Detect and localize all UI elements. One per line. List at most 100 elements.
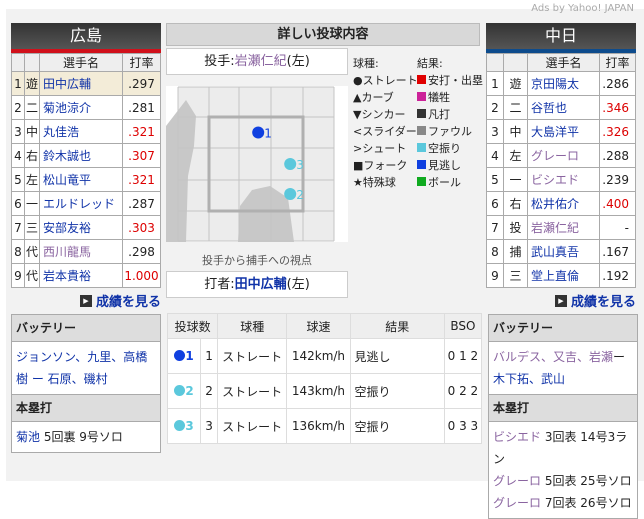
battery-header: バッテリー — [489, 315, 637, 342]
pitch-types-label: 球種: — [353, 57, 379, 70]
result-color-icon — [417, 160, 426, 169]
lineup-row: 7 三安部友裕 .303 — [11, 215, 161, 240]
strike-zone-chart: 1 2 3 — [166, 86, 348, 242]
player-name[interactable]: 武山真吾 — [527, 239, 600, 264]
lineup-row: 4 右鈴木誠也 .307 — [11, 143, 161, 168]
battery-list[interactable]: ジョンソン、九里、高橋樹 ー 石原、磯村 — [12, 342, 160, 395]
legend-pitch-type: ▲カーブ — [353, 89, 418, 106]
pitch-mark-number: 2 — [185, 384, 194, 398]
legend-result: 犠牲 — [417, 89, 483, 106]
lineup-row: 2 二谷哲也 .346 — [486, 95, 636, 120]
pitch-row: 3 3 ストレート 136km/h 空振り 0 3 3 — [166, 408, 483, 444]
lineup-row: 6 右松井佑介 .400 — [486, 191, 636, 216]
pitch-number: 3 — [296, 158, 304, 172]
player-name[interactable]: 岩瀬仁紀 — [527, 215, 600, 240]
hr-player[interactable]: ビシエド — [493, 430, 542, 444]
result-color-icon — [417, 177, 426, 186]
view-caption: 投手から捕手への視点 — [202, 254, 312, 267]
lineup-row: 3 中大島洋平 .326 — [486, 119, 636, 144]
legend-label: 空振り — [428, 142, 461, 155]
batting-average: .307 — [122, 143, 161, 168]
home-team-panel: 広島 選手名 打率 1 遊田中広輔 .297 2 二菊池涼介 .281 3 中丸佳浩 .321 4 右鈴… — [11, 23, 161, 310]
player-name[interactable]: エルドレッド — [39, 191, 123, 216]
pitch-row: 1 1 ストレート 142km/h 見逃し 0 1 2 — [166, 338, 483, 374]
col-avg: 打率 — [599, 53, 636, 72]
position: 投 — [503, 215, 528, 240]
player-name[interactable]: グレーロ — [527, 143, 600, 168]
pitch-symbol-icon: ▲ — [353, 91, 362, 104]
batting-order: 1 — [486, 71, 504, 96]
col-bso: BSO — [443, 313, 483, 339]
team-color-bar — [486, 49, 636, 53]
player-name[interactable]: 京田陽太 — [527, 71, 600, 96]
away-info-box: バッテリー バルデス、又吉、岩瀬ー 木下拓、武山 本塁打 ビシエド 3回表 14号… — [488, 314, 638, 519]
legend-result: ボール — [417, 174, 483, 191]
batting-order: 1 — [11, 71, 25, 96]
player-name[interactable]: 安部友裕 — [39, 215, 123, 240]
batter-name[interactable]: 田中広輔 — [234, 277, 287, 292]
lineup-row: 9 代岩本貴裕 1.000 — [11, 263, 161, 288]
batting-order: 3 — [486, 119, 504, 144]
result-color-icon — [417, 126, 426, 135]
lineup-row: 4 左グレーロ .288 — [486, 143, 636, 168]
pitch-speed: 136km/h — [286, 408, 351, 444]
batting-order: 7 — [11, 215, 25, 240]
position: 中 — [503, 119, 528, 144]
hr-player[interactable]: グレーロ — [493, 496, 542, 510]
battery-header: バッテリー — [12, 315, 160, 342]
batter-label: 打者: — [204, 277, 235, 292]
player-name[interactable]: 谷哲也 — [527, 95, 600, 120]
legend-label: 凡打 — [428, 108, 450, 121]
player-name[interactable]: 大島洋平 — [527, 119, 600, 144]
away-stats-link[interactable]: ▶ 成績を見る — [554, 291, 636, 310]
battery-pitchers[interactable]: バルデス、又吉、岩瀬 — [493, 350, 614, 364]
position: 代 — [24, 239, 40, 264]
player-name[interactable]: 鈴木誠也 — [39, 143, 123, 168]
link-label: 成績を見る — [95, 295, 161, 310]
player-name[interactable]: 丸佳浩 — [39, 119, 123, 144]
hr-player[interactable]: グレーロ — [493, 474, 542, 488]
result-color-icon — [417, 75, 426, 84]
legend-result: 凡打 — [417, 106, 483, 123]
battery-catchers[interactable]: 木下拓、武山 — [493, 372, 566, 386]
battery-sep: ー — [613, 350, 626, 364]
pitch-symbol-icon: < — [353, 125, 363, 138]
bso-count: 0 2 2 — [443, 373, 483, 409]
pitch-number: 2 — [296, 188, 304, 202]
player-name[interactable]: 菊池涼介 — [39, 95, 123, 120]
player-name[interactable]: 田中広輔 — [39, 71, 123, 96]
lineup-row: 1 遊田中広輔 .297 — [11, 71, 161, 96]
player-name[interactable]: 西川龍馬 — [39, 239, 123, 264]
pitch-mark — [252, 126, 265, 139]
pitch-speed: 142km/h — [286, 338, 351, 374]
pitch-symbol-icon: ★ — [353, 176, 363, 189]
ads-label[interactable]: Ads by Yahoo! JAPAN — [531, 3, 634, 14]
legend-result: 見逃し — [417, 157, 483, 174]
batting-order: 2 — [486, 95, 504, 120]
legend-label: ファウル — [428, 125, 472, 138]
position: 中 — [24, 119, 40, 144]
player-name[interactable]: 松山竜平 — [39, 167, 123, 192]
away-lineup-table: 選手名 打率 1 遊京田陽太 .286 2 二谷哲也 .346 3 中大島洋平 .326 4 左グレーロ… — [486, 53, 636, 288]
pitch-result: 空振り — [349, 373, 445, 409]
home-stats-link[interactable]: ▶ 成績を見る — [79, 291, 161, 310]
col-result: 結果 — [349, 313, 445, 339]
position: 一 — [503, 167, 528, 192]
batting-average: .400 — [599, 191, 636, 216]
result-color-icon — [417, 143, 426, 152]
play-icon: ▶ — [79, 294, 92, 307]
hr-player[interactable]: 菊池 — [16, 430, 41, 444]
pitch-dot-icon — [174, 385, 186, 396]
link-label: 成績を見る — [570, 295, 636, 310]
position: 代 — [24, 263, 40, 288]
player-name[interactable]: 岩本貴裕 — [39, 263, 123, 288]
pitch-result: 空振り — [349, 408, 445, 444]
pitch-dot-icon — [174, 350, 186, 361]
player-name[interactable]: 松井佑介 — [527, 191, 600, 216]
batting-average: .287 — [122, 191, 161, 216]
legend-label: カーブ — [361, 91, 394, 104]
pitch-number: 1 — [264, 127, 272, 141]
pitcher-name[interactable]: 岩瀬仁紀 — [234, 54, 287, 69]
player-name[interactable]: 堂上直倫 — [527, 263, 600, 288]
player-name[interactable]: ビシエド — [527, 167, 600, 192]
